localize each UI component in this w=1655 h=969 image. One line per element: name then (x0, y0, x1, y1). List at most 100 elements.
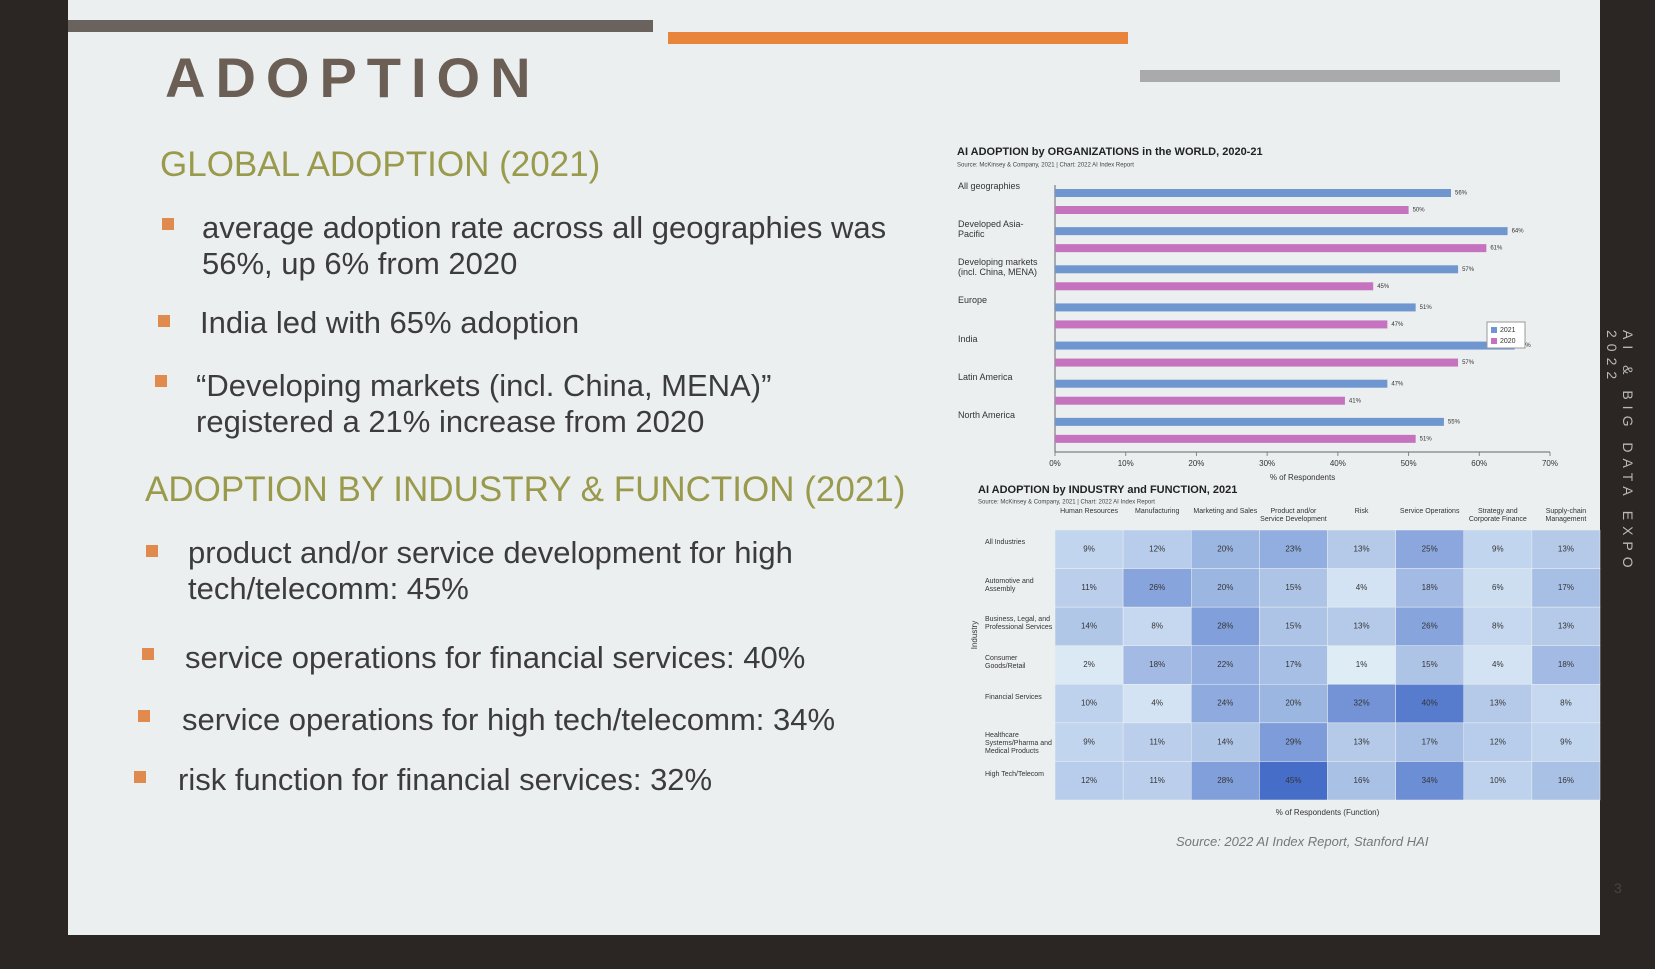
data-label: 57% (1462, 360, 1475, 366)
y-tick-label: Financial Services (985, 693, 1042, 701)
data-label: 11% (1149, 776, 1164, 785)
data-label: 34% (1422, 776, 1438, 785)
bullet (158, 315, 170, 327)
y-tick-label: India (958, 333, 978, 344)
y-tick-label: All Industries (985, 539, 1026, 547)
x-tick-label: 40% (1330, 459, 1346, 468)
heat-cell (1191, 722, 1260, 762)
data-label: 17% (1285, 660, 1301, 669)
data-label: 40% (1422, 699, 1438, 708)
data-label: 18% (1422, 583, 1438, 592)
data-label: 18% (1558, 660, 1574, 669)
data-label: 9% (1560, 737, 1572, 746)
data-label: 64% (1512, 229, 1525, 235)
heat-cell (1463, 722, 1533, 762)
heat-cell (1259, 684, 1328, 724)
bar (1055, 189, 1451, 197)
data-label: 12% (1081, 776, 1097, 785)
data-label: 32% (1354, 699, 1370, 708)
bar (1055, 396, 1345, 405)
chart-subtitle: Source: McKinsey & Company, 2021 | Chart… (957, 163, 1134, 169)
x-tick-label: 70% (1542, 459, 1558, 468)
heat-cell (1259, 722, 1328, 762)
data-label: 28% (1217, 622, 1233, 631)
heat-cell (1259, 606, 1328, 646)
x-tick-label: 0% (1049, 459, 1061, 468)
legend-swatch (1491, 327, 1497, 333)
y-tick-label: North America (958, 409, 1016, 420)
heat-cell (1259, 568, 1328, 608)
y-tick-label: Developed Asia-Pacific (958, 219, 1024, 240)
data-label: 1% (1356, 660, 1368, 669)
bullet-text: service operations for high tech/telecom… (182, 702, 836, 737)
x-tick-label: Service Operations (1399, 508, 1460, 515)
data-label: 9% (1083, 737, 1095, 746)
y-tick-label: All geographies (958, 181, 1021, 191)
data-label: 15% (1285, 622, 1301, 631)
bar (1055, 227, 1508, 236)
deco-bar (1140, 70, 1560, 82)
data-label: 45% (1285, 776, 1301, 785)
bullet-text: average adoption rate across all geograp… (202, 210, 887, 281)
data-label: 17% (1422, 737, 1438, 746)
heat-cell (1054, 568, 1124, 608)
data-label: 17% (1558, 583, 1574, 592)
data-label: 9% (1492, 544, 1504, 553)
x-axis-label: % of Respondents (1270, 473, 1335, 482)
heat-cell (1395, 684, 1464, 724)
heat-cell (1395, 761, 1464, 801)
y-tick-label: Consumer Goods/Retail (985, 655, 1026, 670)
x-tick-label: Supply-chain Management (1545, 508, 1587, 523)
bullet (142, 648, 154, 660)
data-label: 51% (1420, 436, 1433, 442)
heat-cell (1531, 684, 1601, 724)
heat-cell (1327, 529, 1396, 569)
data-label: 61% (1490, 246, 1503, 252)
heat-cell (1327, 606, 1396, 646)
y-axis-label: Industry (970, 621, 979, 649)
heat-cell (1395, 722, 1464, 762)
heat-cell (1463, 529, 1533, 569)
legend-label: 2020 (1500, 338, 1516, 345)
heat-cell (1531, 761, 1601, 801)
heat-cell (1463, 645, 1533, 685)
data-label: 6% (1492, 583, 1504, 592)
data-label: 45% (1377, 284, 1390, 290)
bullet-text: India led with 65% adoption (200, 305, 580, 340)
data-label: 13% (1354, 622, 1370, 631)
data-label: 23% (1285, 544, 1301, 553)
heat-cell (1531, 568, 1601, 608)
section-heading: ADOPTION BY INDUSTRY & FUNCTION (2021) (145, 470, 906, 509)
bar (1055, 379, 1388, 388)
heat-cell (1531, 722, 1601, 762)
bullet-text: service operations for financial service… (185, 640, 806, 675)
data-label: 13% (1558, 622, 1574, 631)
bar (1055, 341, 1515, 350)
x-tick-label: 30% (1259, 459, 1275, 468)
data-label: 16% (1558, 776, 1574, 785)
data-label: 13% (1490, 699, 1506, 708)
heat-cell (1054, 684, 1124, 724)
heat-cell (1191, 606, 1260, 646)
bullet-text: risk function for financial services: 32… (178, 762, 713, 797)
data-label: 8% (1151, 622, 1163, 631)
data-label: 2% (1083, 660, 1095, 669)
data-label: 9% (1083, 544, 1095, 553)
chart-title: AI ADOPTION by ORGANIZATIONS in the WORL… (957, 146, 1263, 158)
data-label: 26% (1149, 583, 1165, 592)
data-label: 20% (1285, 699, 1301, 708)
heat-cell (1259, 761, 1328, 801)
bar (1055, 417, 1444, 426)
heat-cell (1327, 684, 1396, 724)
bullet (162, 218, 174, 230)
data-label: 25% (1422, 544, 1438, 553)
data-label: 14% (1217, 737, 1233, 746)
heat-cell (1531, 529, 1601, 569)
x-tick-label: Strategy and Corporate Finance (1468, 508, 1527, 523)
y-tick-label: Automotive and Assembly (985, 577, 1034, 593)
slide-title: ADOPTION (165, 46, 541, 109)
data-label: 47% (1391, 381, 1404, 387)
bullet-text: product and/or service development for h… (188, 535, 793, 606)
bullet (138, 710, 150, 722)
